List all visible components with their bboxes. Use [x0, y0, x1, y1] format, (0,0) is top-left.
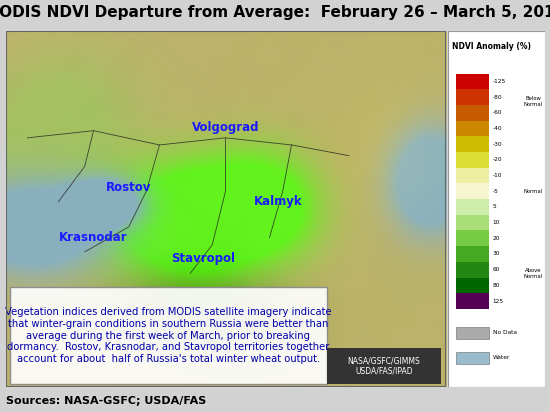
- Text: MODIS NDVI Departure from Average:  February 26 – March 5, 2013: MODIS NDVI Departure from Average: Febru…: [0, 5, 550, 20]
- Text: Volgograd: Volgograd: [192, 121, 259, 133]
- Text: -30: -30: [493, 142, 502, 147]
- Text: 5: 5: [493, 204, 496, 209]
- Bar: [456, 105, 488, 121]
- Bar: [10, 288, 327, 384]
- Bar: [456, 121, 488, 136]
- Text: Vegetation indices derived from MODIS satellite imagery indicate
that winter-gra: Vegetation indices derived from MODIS sa…: [5, 307, 332, 364]
- Bar: [456, 215, 488, 230]
- Bar: [456, 327, 488, 339]
- Bar: [456, 136, 488, 152]
- Text: Rostov: Rostov: [106, 181, 151, 194]
- Text: 30: 30: [493, 251, 500, 257]
- Text: -60: -60: [493, 110, 502, 115]
- Text: Krasnodar: Krasnodar: [59, 231, 128, 244]
- Bar: [456, 230, 488, 246]
- Text: 20: 20: [493, 236, 500, 241]
- Text: Stavropol: Stavropol: [172, 253, 235, 265]
- Bar: [456, 183, 488, 199]
- Bar: [456, 74, 488, 89]
- Bar: [456, 262, 488, 278]
- Text: 60: 60: [493, 267, 500, 272]
- Text: -20: -20: [493, 157, 502, 162]
- Text: Kalmyk: Kalmyk: [254, 195, 303, 208]
- Bar: [456, 278, 488, 293]
- Bar: [456, 89, 488, 105]
- Text: NDVI Anomaly (%): NDVI Anomaly (%): [452, 42, 531, 51]
- Text: 10: 10: [493, 220, 500, 225]
- Bar: [456, 168, 488, 183]
- Text: Water: Water: [493, 355, 510, 360]
- Text: -5: -5: [493, 189, 498, 194]
- Text: -40: -40: [493, 126, 502, 131]
- Bar: [456, 199, 488, 215]
- Text: 125: 125: [493, 299, 504, 304]
- Text: -10: -10: [493, 173, 502, 178]
- Text: Above
Normal: Above Normal: [524, 268, 542, 279]
- Text: Sources: NASA-GSFC; USDA/FAS: Sources: NASA-GSFC; USDA/FAS: [6, 396, 206, 406]
- Bar: [456, 352, 488, 364]
- Bar: [456, 293, 488, 309]
- Text: No Data: No Data: [493, 330, 516, 335]
- Bar: [327, 348, 441, 384]
- Text: Normal: Normal: [524, 189, 542, 194]
- Text: Below
Normal: Below Normal: [524, 96, 542, 107]
- Bar: [456, 246, 488, 262]
- Text: -125: -125: [493, 79, 506, 84]
- Text: -80: -80: [493, 95, 502, 100]
- Text: 80: 80: [493, 283, 500, 288]
- Bar: [456, 152, 488, 168]
- Text: NASA/GSFC/GIMMS
USDA/FAS/IPAD: NASA/GSFC/GIMMS USDA/FAS/IPAD: [348, 356, 420, 376]
